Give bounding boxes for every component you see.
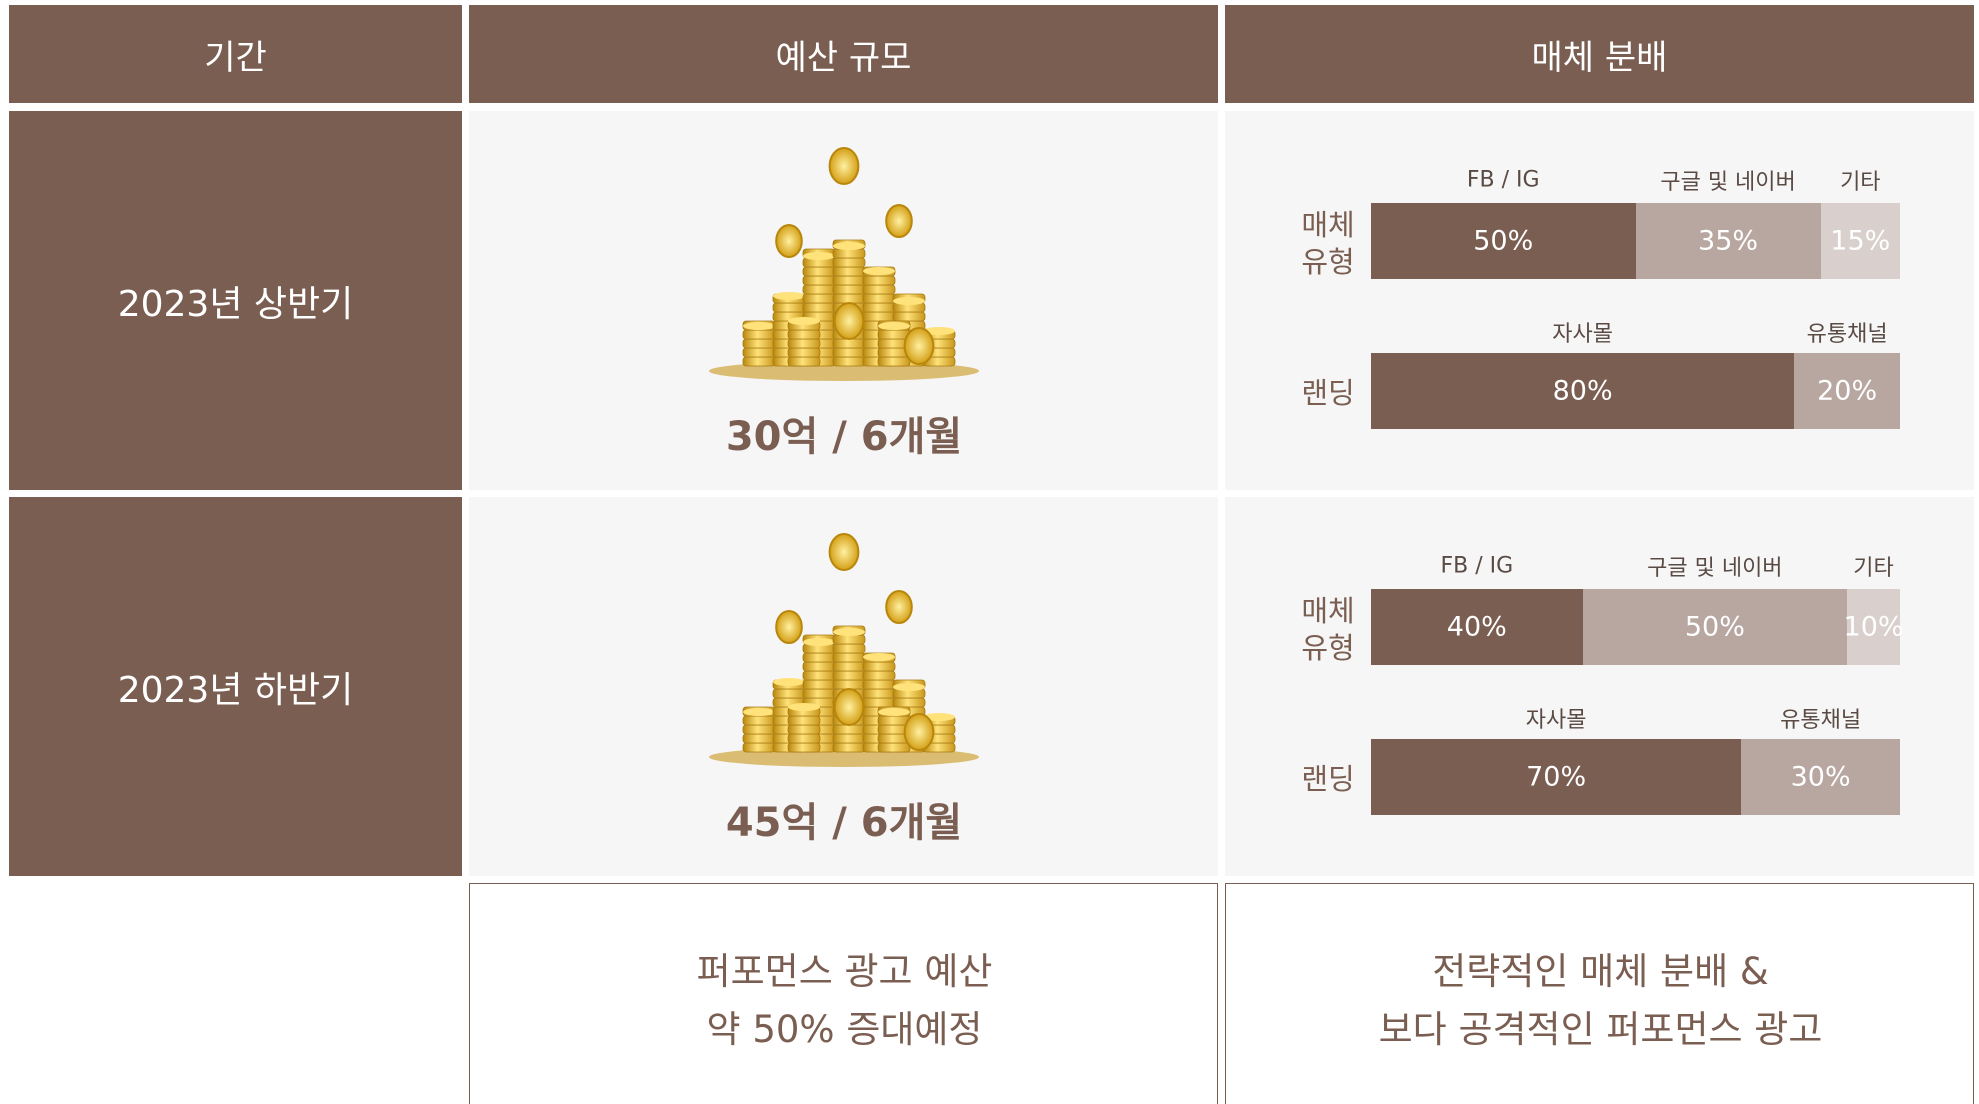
footer-text: 보다 공격적인 퍼포먼스 광고 <box>1378 1008 1823 1051</box>
bar-segment <box>1820 203 1900 279</box>
coin-illustration <box>709 533 979 767</box>
bar-segment <box>1794 353 1900 429</box>
budget-cell: 30억 / 6개월 <box>469 111 1218 490</box>
row-label: 유형 <box>1301 631 1355 665</box>
row-label: 매체 <box>1301 208 1355 242</box>
row-label: 랜딩 <box>1301 376 1355 410</box>
coin-illustration <box>709 147 979 381</box>
header-cell: 매체 분배 <box>1225 5 1974 103</box>
segment-name: 구글 및 네이버 <box>1660 170 1796 195</box>
bar-segment <box>1847 589 1900 665</box>
media-cell: FB / IG 40% 구글 및 네이버 50% 기타 10% 자사몰 70% 유통채널 30% 매… <box>1225 497 1974 876</box>
header-cell: 예산 규모 <box>469 5 1218 103</box>
bar-segment <box>1371 353 1795 429</box>
row-label: 랜딩 <box>1301 762 1355 796</box>
segment-label: 80% <box>1552 375 1613 407</box>
segment-name: 구글 및 네이버 <box>1647 556 1783 581</box>
bar-segment <box>1371 739 1742 815</box>
header-cell: 기간 <box>9 5 462 103</box>
footer-box: 전략적인 매체 분배 & 보다 공격적인 퍼포먼스 광고 <box>1225 883 1974 1104</box>
row-label: 매체 <box>1301 594 1355 628</box>
bar-segment <box>1635 203 1821 279</box>
media-cell: FB / IG 50% 구글 및 네이버 35% 기타 15% 자사몰 80% 유통채널 20% 매… <box>1225 111 1974 490</box>
footer-text: 퍼포먼스 광고 예산 <box>696 950 993 993</box>
segment-label: 40% <box>1446 611 1507 643</box>
segment-label: 35% <box>1698 225 1759 257</box>
footer-text: 약 50% 증대예정 <box>706 1008 983 1051</box>
segment-name: 유통채널 <box>1806 322 1888 347</box>
segment-name: 유통채널 <box>1780 708 1862 733</box>
segment-label: 70% <box>1526 761 1587 793</box>
bar-segment <box>1371 203 1636 279</box>
segment-name: 기타 <box>1840 170 1881 195</box>
segment-label: 20% <box>1817 375 1878 407</box>
period-cell: 2023년 상반기 <box>9 111 462 490</box>
bar-segment <box>1371 589 1583 665</box>
segment-name: 자사몰 <box>1525 708 1587 733</box>
segment-label: 30% <box>1790 761 1851 793</box>
segment-label: 15% <box>1830 225 1891 257</box>
bar-segment <box>1582 589 1848 665</box>
bar-segment <box>1741 739 1900 815</box>
segment-name: FB / IG <box>1440 553 1514 579</box>
budget-text: 30억 / 6개월 <box>725 414 963 460</box>
segment-label: 10% <box>1843 611 1904 643</box>
period-cell: 2023년 하반기 <box>9 497 462 876</box>
budget-text: 45억 / 6개월 <box>725 800 963 846</box>
footer-text: 전략적인 매체 분배 & <box>1432 950 1769 993</box>
segment-name: FB / IG <box>1466 167 1540 193</box>
segment-label: 50% <box>1473 225 1534 257</box>
segment-name: 기타 <box>1853 556 1894 581</box>
segment-name: 자사몰 <box>1552 322 1613 347</box>
segment-label: 50% <box>1684 611 1745 643</box>
row-label: 유형 <box>1301 245 1355 279</box>
budget-cell: 45억 / 6개월 <box>469 497 1218 876</box>
